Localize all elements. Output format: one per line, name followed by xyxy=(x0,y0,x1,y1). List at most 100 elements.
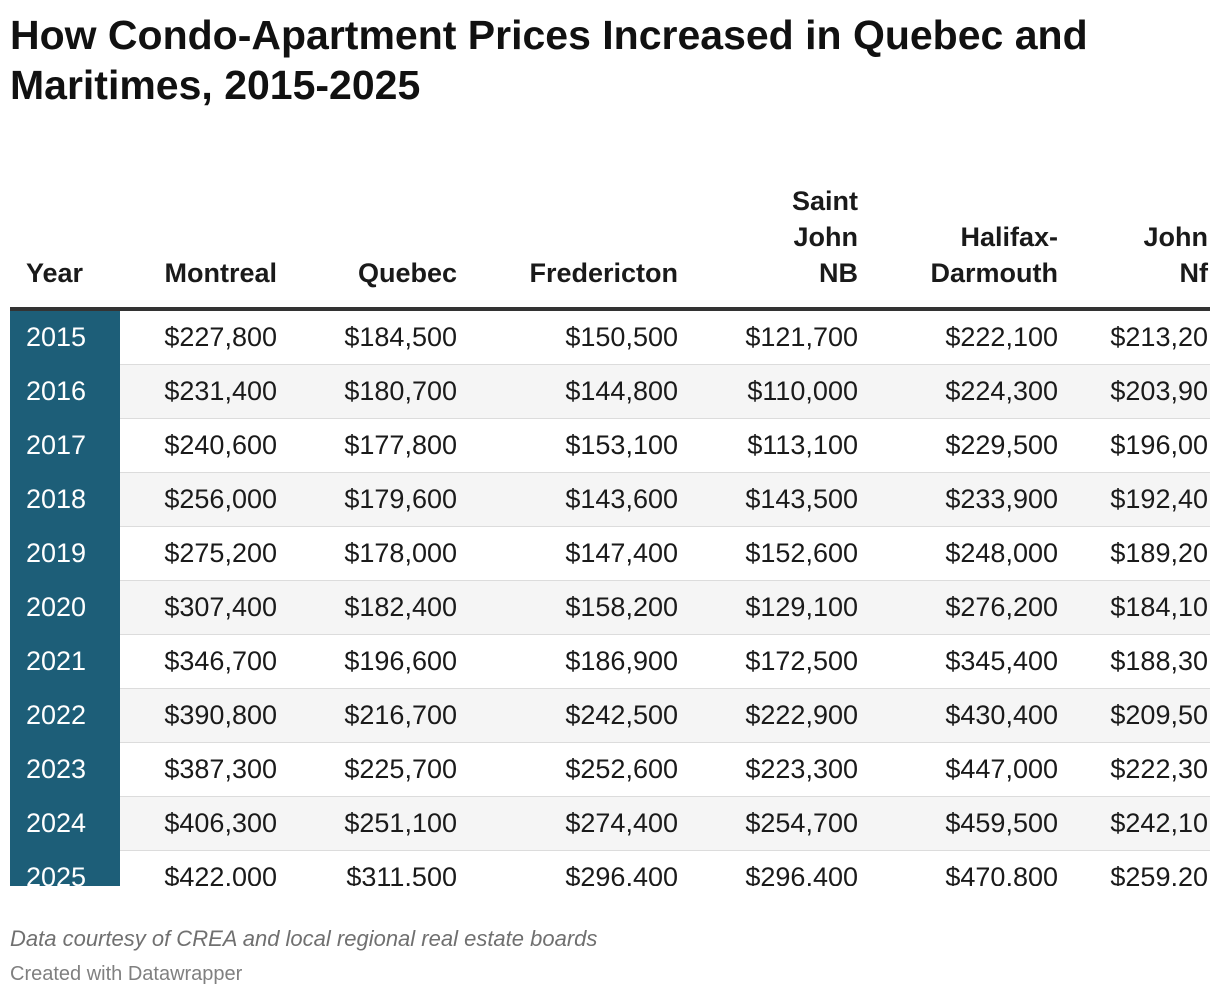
table-cell-john-nf: $196,00 xyxy=(1058,418,1210,473)
column-header-john-nf-label: John Nf xyxy=(1143,222,1209,288)
table-cell-montreal: $227,800 xyxy=(120,309,277,365)
table-row: 2021 $346,700 $196,600 $186,900 $172,500 $345… xyxy=(10,634,1210,689)
table-cell-saint-john-nb: $296,400 xyxy=(745,862,858,886)
table-header: Year Montreal Quebec Fredericton Saint J… xyxy=(10,160,1210,311)
table-cell-quebec: $180,700 xyxy=(277,364,457,419)
table-cell-montreal: $346,700 xyxy=(120,634,277,689)
table-body: 2015 $227,800 $184,500 $150,500 $121,700 $222… xyxy=(10,309,1210,886)
table-cell-montreal: $256,000 xyxy=(120,472,277,527)
table-cell-quebec: $182,400 xyxy=(277,580,457,635)
column-header-fredericton[interactable]: Fredericton xyxy=(457,160,678,311)
table-cell-john-nf: $242,10 xyxy=(1058,796,1210,851)
column-header-montreal[interactable]: Montreal xyxy=(120,160,277,311)
table-cell-fredericton: $150,500 xyxy=(457,309,678,365)
table-cell-john-nf: $184,10 xyxy=(1058,580,1210,635)
table-cell-year: 2016 xyxy=(10,364,120,419)
column-header-john-nf[interactable]: John Nf xyxy=(1058,160,1210,311)
table-cell-halifax-darmouth: $222,100 xyxy=(858,309,1058,365)
table-row: 2023 $387,300 $225,700 $252,600 $223,300 $447… xyxy=(10,742,1210,797)
column-header-halifax-darmouth-label: Halifax-Darmouth xyxy=(930,222,1059,288)
table-cell-quebec: $177,800 xyxy=(277,418,457,473)
table-cell-john-nf: $189,20 xyxy=(1058,526,1210,581)
datawrapper-credit[interactable]: Created with Datawrapper xyxy=(10,963,243,985)
table-cell-john-nf: $209,50 xyxy=(1058,688,1210,743)
table-cell-montreal: $240,600 xyxy=(120,418,277,473)
data-table-container: Year Montreal Quebec Fredericton Saint J… xyxy=(10,160,1210,886)
table-row: 2018 $256,000 $179,600 $143,600 $143,500 $233… xyxy=(10,472,1210,527)
table-cell-saint-john-nb: $152,600 xyxy=(678,526,858,581)
table-cell-year: 2025 xyxy=(10,850,120,886)
table-row: 2015 $227,800 $184,500 $150,500 $121,700 $222… xyxy=(10,309,1210,365)
table-cell-year: 2019 xyxy=(10,526,120,581)
table-cell-fredericton: $242,500 xyxy=(457,688,678,743)
table-cell-montreal: $231,400 xyxy=(120,364,277,419)
table-cell-fredericton: $144,800 xyxy=(457,364,678,419)
table-cell-halifax-darmouth: $233,900 xyxy=(858,472,1058,527)
table-cell-montreal: $307,400 xyxy=(120,580,277,635)
table-cell-montreal: $275,200 xyxy=(120,526,277,581)
table-cell-saint-john-nb: $222,900 xyxy=(678,688,858,743)
table-cell-john-nf: $213,20 xyxy=(1058,309,1210,365)
table-cell-year: 2017 xyxy=(10,418,120,473)
table-cell-fredericton: $186,900 xyxy=(457,634,678,689)
table-cell-saint-john-nb: $110,000 xyxy=(678,364,858,419)
table-cell-halifax-darmouth: $459,500 xyxy=(858,796,1058,851)
table-cell-saint-john-nb: $121,700 xyxy=(678,309,858,365)
table-cell-saint-john-nb: $172,500 xyxy=(678,634,858,689)
table-cell-john-nf: $259,20 xyxy=(1110,862,1208,886)
table-cell-fredericton: $158,200 xyxy=(457,580,678,635)
table-cell-halifax-darmouth: $430,400 xyxy=(858,688,1058,743)
table-cell-saint-john-nb: $129,100 xyxy=(678,580,858,635)
source-note: Data courtesy of CREA and local regional… xyxy=(10,926,598,951)
table-cell-halifax-darmouth: $276,200 xyxy=(858,580,1058,635)
table-cell-quebec: $225,700 xyxy=(277,742,457,797)
table-cell-quebec: $251,100 xyxy=(277,796,457,851)
table-cell-quebec: $178,000 xyxy=(277,526,457,581)
table-cell-year: 2024 xyxy=(10,796,120,851)
table-cell-fredericton: $274,400 xyxy=(457,796,678,851)
data-table: Year Montreal Quebec Fredericton Saint J… xyxy=(10,160,1210,886)
table-cell-year: 2023 xyxy=(10,742,120,797)
table-row: 2020 $307,400 $182,400 $158,200 $129,100 $276… xyxy=(10,580,1210,635)
table-row: 2019 $275,200 $178,000 $147,400 $152,600 $248… xyxy=(10,526,1210,581)
table-cell-fredericton: $252,600 xyxy=(457,742,678,797)
table-cell-saint-john-nb: $254,700 xyxy=(678,796,858,851)
table-cell-halifax-darmouth: $248,000 xyxy=(858,526,1058,581)
table-cell-quebec: $184,500 xyxy=(277,309,457,365)
table-cell-john-nf: $192,40 xyxy=(1058,472,1210,527)
table-row: 2022 $390,800 $216,700 $242,500 $222,900 $430… xyxy=(10,688,1210,743)
column-header-saint-john-nb[interactable]: Saint John NB xyxy=(678,160,858,311)
chart-title: How Condo-Apartment Prices Increased in … xyxy=(10,12,1088,108)
table-cell-montreal: $406,300 xyxy=(120,796,277,851)
header-row: Year Montreal Quebec Fredericton Saint J… xyxy=(10,160,1210,311)
table-cell-john-nf: $222,30 xyxy=(1058,742,1210,797)
table-cell-halifax-darmouth: $447,000 xyxy=(858,742,1058,797)
table-cell-montreal: $422,000 xyxy=(164,862,277,886)
table-cell-year: 2018 xyxy=(10,472,120,527)
table-cell-halifax-darmouth: $229,500 xyxy=(858,418,1058,473)
table-cell-year: 2022 xyxy=(10,688,120,743)
table-row: 2017 $240,600 $177,800 $153,100 $113,100 $229… xyxy=(10,418,1210,473)
table-row: 2024 $406,300 $251,100 $274,400 $254,700 $459… xyxy=(10,796,1210,851)
table-cell-quebec: $179,600 xyxy=(277,472,457,527)
table-cell-year: 2020 xyxy=(10,580,120,635)
table-cell-year: 2021 xyxy=(10,634,120,689)
table-cell-saint-john-nb: $223,300 xyxy=(678,742,858,797)
table-cell-year: 2015 xyxy=(10,309,120,365)
column-header-quebec[interactable]: Quebec xyxy=(277,160,457,311)
table-cell-halifax-darmouth: $345,400 xyxy=(858,634,1058,689)
table-cell-fredericton: $296,400 xyxy=(565,862,678,886)
table-cell-halifax-darmouth: $470,800 xyxy=(945,862,1058,886)
table-cell-saint-john-nb: $143,500 xyxy=(678,472,858,527)
table-cell-john-nf: $203,90 xyxy=(1058,364,1210,419)
table-row: 2025 $422,000 $311,500 $296,400 $296,400 $470… xyxy=(10,850,1210,886)
table-cell-saint-john-nb: $113,100 xyxy=(678,418,858,473)
table-row: 2016 $231,400 $180,700 $144,800 $110,000 $224… xyxy=(10,364,1210,419)
column-header-year[interactable]: Year xyxy=(10,160,120,311)
column-header-saint-john-nb-label: Saint John NB xyxy=(791,186,858,288)
table-cell-montreal: $387,300 xyxy=(120,742,277,797)
column-header-halifax-darmouth[interactable]: Halifax-Darmouth xyxy=(858,160,1059,311)
table-cell-quebec: $216,700 xyxy=(277,688,457,743)
table-cell-halifax-darmouth: $224,300 xyxy=(858,364,1058,419)
table-cell-quebec: $196,600 xyxy=(277,634,457,689)
